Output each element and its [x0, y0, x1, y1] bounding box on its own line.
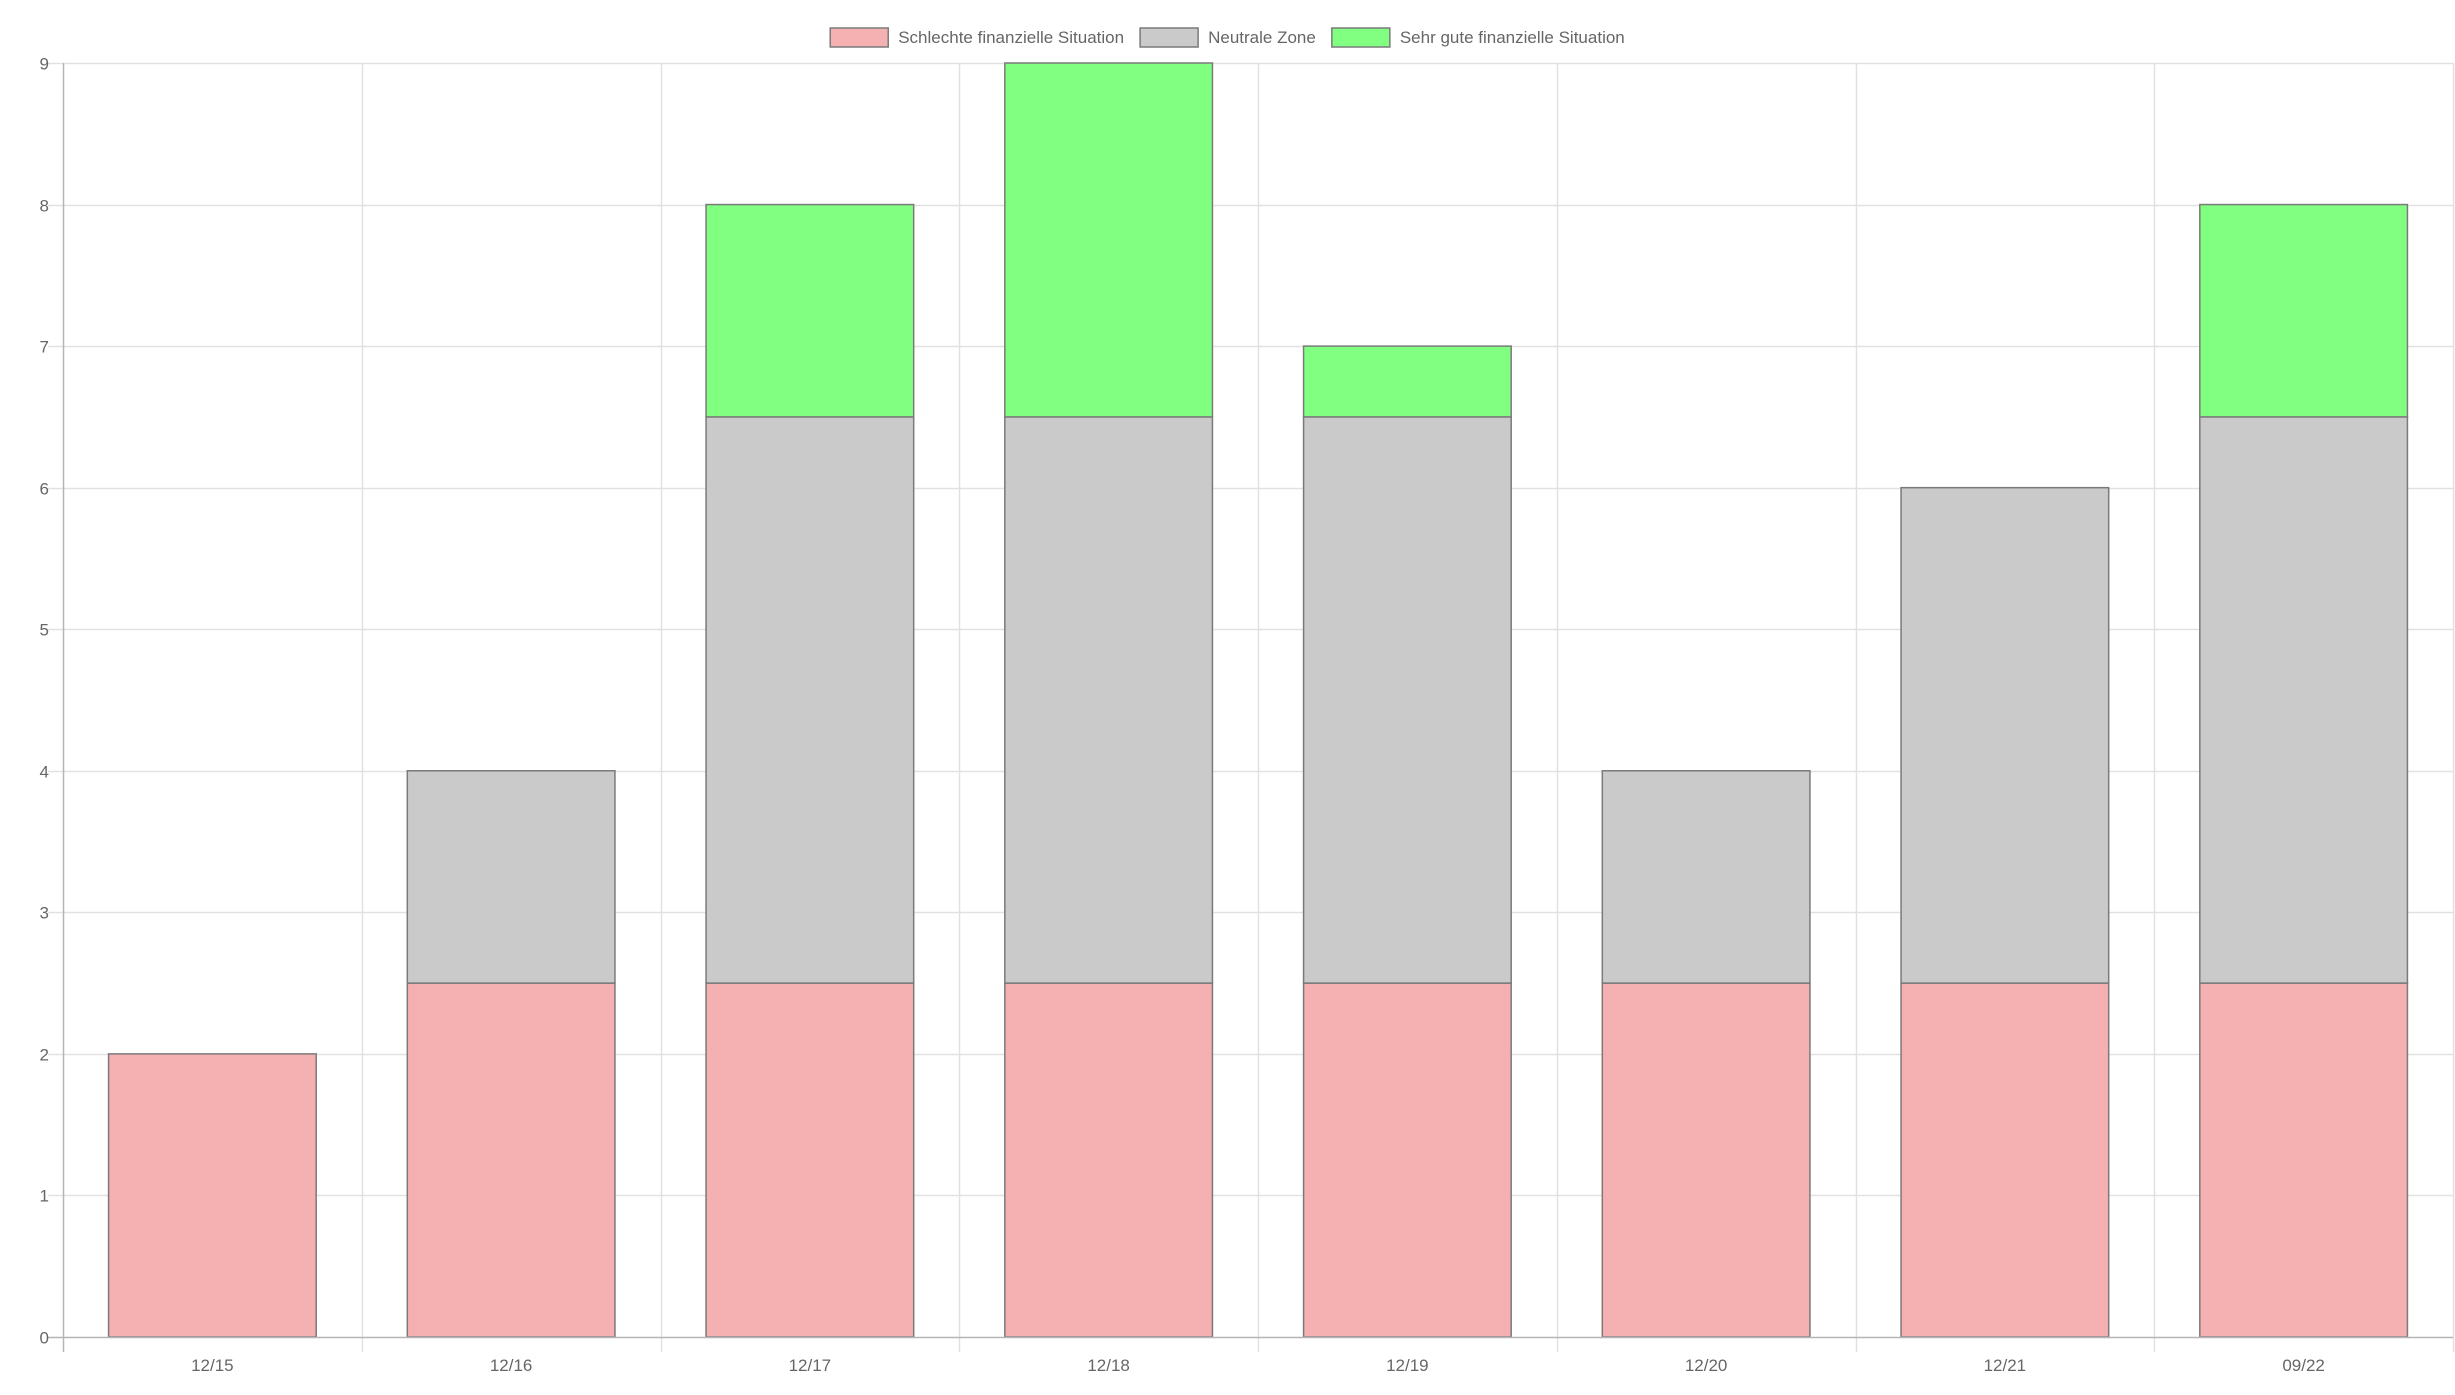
y-tick-label: 9	[40, 55, 49, 74]
bar-segment	[2199, 982, 2409, 1338]
bar-segment	[1601, 982, 1811, 1338]
y-tick-label: 0	[40, 1329, 49, 1348]
y-tick-label: 7	[40, 338, 49, 357]
grid	[48, 62, 2455, 1352]
x-tick-label: 12/21	[1984, 1356, 2027, 1375]
x-tick-label: 09/22	[2282, 1356, 2325, 1375]
bar-segment	[1900, 486, 2110, 984]
legend-swatch	[1331, 27, 1391, 48]
bar-segment	[705, 416, 915, 984]
bar-segment	[1302, 345, 1512, 418]
legend-label: Sehr gute finanzielle Situation	[1400, 28, 1625, 47]
legend-label: Schlechte finanzielle Situation	[898, 28, 1124, 47]
bar-segment	[406, 982, 616, 1338]
legend-item: Schlechte finanzielle Situation	[829, 27, 1124, 48]
bar-segment	[1004, 416, 1214, 984]
bar-segment	[406, 770, 616, 984]
y-tick-labels: 0 1 2 3 4 5 6 7 8 9	[40, 55, 49, 1348]
y-tick-label: 8	[40, 197, 49, 216]
y-tick-label: 3	[40, 904, 49, 923]
y-tick-label: 4	[40, 763, 49, 782]
bar-segment	[2199, 203, 2409, 418]
bars	[107, 62, 2409, 1338]
axes	[48, 63, 2453, 1352]
legend-item: Sehr gute finanzielle Situation	[1331, 27, 1625, 48]
x-tick-label: 12/15	[191, 1356, 234, 1375]
x-tick-labels: 12/15 12/16 12/17 12/18 12/19 12/20 12/21 09/22	[191, 1356, 2325, 1375]
legend-item: Neutrale Zone	[1139, 27, 1316, 48]
x-tick-label: 12/18	[1087, 1356, 1130, 1375]
x-tick-label: 12/17	[789, 1356, 832, 1375]
y-tick-label: 6	[40, 480, 49, 499]
bar-segment	[1900, 982, 2110, 1338]
bar-segment	[1004, 982, 1214, 1338]
bar-segment	[1302, 416, 1512, 984]
bar-segment	[1601, 770, 1811, 984]
legend-label: Neutrale Zone	[1208, 28, 1316, 47]
x-tick-label: 12/16	[490, 1356, 533, 1375]
bar-segment	[1004, 62, 1214, 418]
bar-segment	[2199, 416, 2409, 984]
y-tick-label: 1	[40, 1187, 49, 1206]
bar-segment	[1302, 982, 1512, 1338]
legend-swatch	[1139, 27, 1199, 48]
bar-segment	[107, 1053, 317, 1338]
y-tick-label: 5	[40, 621, 49, 640]
y-tick-label: 2	[40, 1046, 49, 1065]
legend-swatch	[829, 27, 889, 48]
x-tick-label: 12/20	[1685, 1356, 1728, 1375]
legend: Schlechte finanzielle Situation Neutrale …	[829, 27, 1625, 48]
x-tick-label: 12/19	[1386, 1356, 1429, 1375]
bar-segment	[705, 982, 915, 1338]
bar-segment	[705, 203, 915, 418]
